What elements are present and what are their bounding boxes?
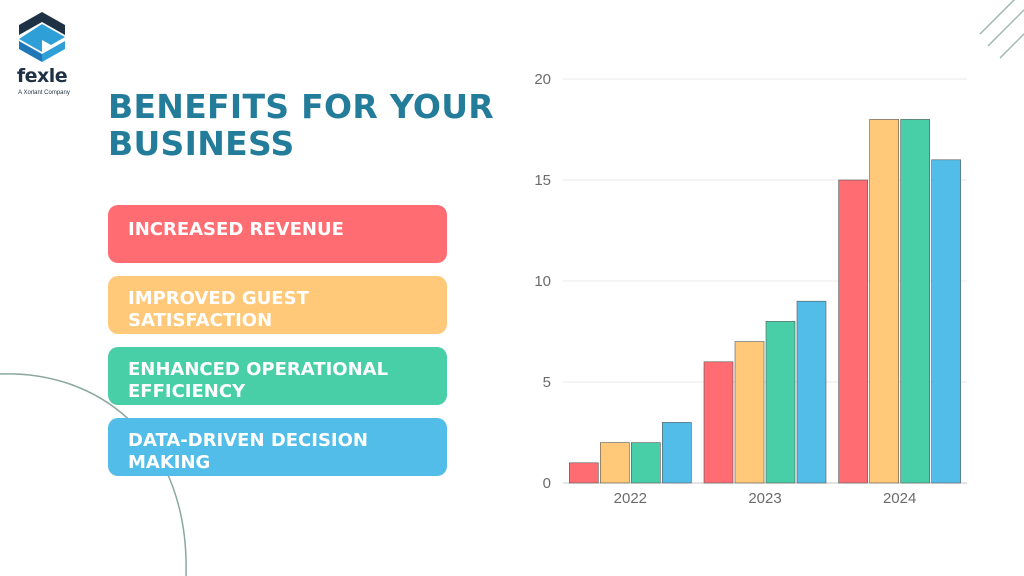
bar	[796, 300, 827, 484]
y-tick-label: 15	[534, 172, 551, 189]
y-tick-label: 10	[534, 273, 551, 290]
decorative-lines	[979, 0, 1024, 59]
y-tick-label: 5	[543, 374, 551, 391]
bar	[734, 341, 765, 484]
benefit-increased-revenue: INCREASED REVENUE	[108, 205, 447, 263]
fexle-logo: fexle A Xorlant Company	[14, 10, 78, 96]
x-category-label: 2023	[748, 490, 781, 507]
bar	[600, 442, 630, 484]
logo-tagline: A Xorlant Company	[18, 90, 70, 96]
bar	[662, 422, 692, 484]
fexle-logo-icon	[19, 12, 65, 62]
y-tick-label: 20	[534, 71, 551, 88]
y-tick-label: 0	[543, 475, 551, 492]
benefit-improved-guest-satisfaction: IMPROVED GUEST SATISFACTION	[108, 276, 447, 334]
page-title: BENEFITS FOR YOUR BUSINESS	[108, 87, 495, 163]
bar-chart: 0 5 10 15 20 2022 2023 2024	[534, 71, 967, 507]
bar	[631, 442, 661, 484]
logo-wordmark: fexle	[16, 65, 68, 87]
benefit-data-driven-decision-making: DATA-DRIVEN DECISION MAKING	[108, 418, 447, 476]
bar	[838, 179, 868, 484]
bar	[765, 321, 796, 484]
x-category-label: 2022	[614, 490, 647, 507]
bar	[931, 159, 961, 484]
benefit-enhanced-operational-efficiency: ENHANCED OPERATIONAL EFFICIENCY	[108, 347, 447, 405]
bar	[569, 462, 599, 484]
bar	[703, 361, 734, 484]
x-category-label: 2024	[883, 490, 916, 507]
bar	[900, 119, 930, 484]
bar	[869, 119, 899, 484]
